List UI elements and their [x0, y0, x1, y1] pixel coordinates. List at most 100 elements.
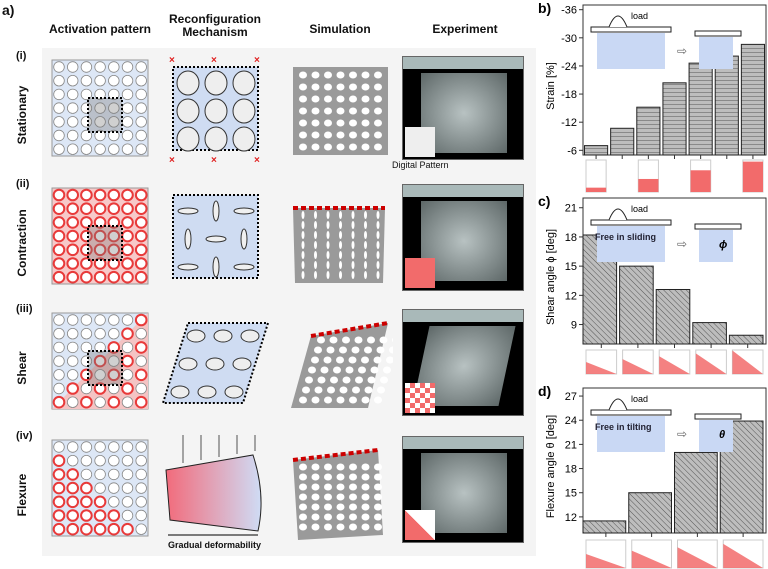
lattice-hole	[93, 202, 107, 216]
lattice-hole	[108, 314, 120, 326]
pore	[177, 263, 199, 271]
charts: b) -36 -30 -24 -18 -12 -6 Strain [%] load ⇨ c) 9 12 1…	[538, 0, 767, 569]
simulation-image	[291, 321, 393, 408]
lattice-hole	[80, 143, 93, 155]
gradual-deformability-label: Gradual deformability	[168, 540, 262, 550]
sim-hole	[351, 346, 360, 354]
bar	[674, 451, 718, 534]
arrow-icon: ⇨	[677, 237, 687, 251]
sim-hole	[351, 211, 355, 219]
lattice-hole	[67, 314, 79, 326]
sim-hole	[301, 231, 305, 239]
sim-hole	[299, 523, 307, 531]
inset-load-label: load	[631, 204, 648, 214]
sim-hole	[305, 376, 313, 384]
lattice-hole	[135, 102, 147, 114]
sim-hole	[336, 473, 345, 481]
sim-hole	[376, 241, 380, 249]
sim-hole	[374, 513, 382, 521]
pore	[212, 256, 220, 278]
lattice-hole	[94, 116, 106, 128]
sim-hole	[351, 221, 355, 229]
lattice-hole	[66, 229, 80, 243]
sim-hole	[361, 71, 370, 79]
inset-specimen	[597, 33, 665, 69]
sim-hole	[361, 95, 370, 103]
loading-plate	[403, 310, 523, 322]
sim-hole	[326, 346, 335, 354]
sim-hole	[339, 221, 342, 229]
lattice-hole	[134, 270, 148, 284]
pore	[212, 200, 220, 222]
reconfiguration-mechanism	[161, 322, 270, 404]
lattice-hole	[80, 243, 93, 257]
lattice-hole	[93, 188, 107, 202]
pore	[232, 357, 252, 371]
sim-hole	[339, 231, 342, 239]
lattice-hole	[67, 455, 79, 467]
row-name: Shear	[15, 351, 29, 385]
sim-hole	[374, 143, 382, 151]
sim-hole	[336, 71, 345, 79]
lattice-hole	[67, 129, 79, 142]
bar	[740, 43, 766, 156]
lattice-hole	[53, 355, 65, 367]
y-tick-label: 9	[571, 320, 577, 332]
bar	[619, 265, 654, 345]
panel-a-label: a)	[2, 2, 15, 18]
experiment-photo	[402, 309, 524, 416]
fixed-x-icon: ×	[211, 155, 217, 165]
lattice-hole	[94, 143, 106, 155]
fixed-x-icon: ×	[169, 55, 175, 66]
sim-hole	[352, 386, 360, 394]
specimen	[421, 201, 507, 281]
sim-hole	[299, 513, 307, 521]
lattice-hole	[53, 314, 65, 326]
lattice-hole	[93, 229, 107, 243]
sim-hole	[355, 376, 363, 384]
inset-deformed-specimen	[699, 230, 733, 262]
lattice-hole	[107, 188, 121, 202]
sim-hole	[374, 95, 382, 103]
digital-pattern-label: Digital Pattern	[392, 160, 449, 170]
lattice-hole	[93, 354, 107, 368]
lattice-hole	[108, 102, 120, 114]
sim-hole	[299, 493, 307, 501]
sim-hole	[336, 131, 345, 139]
pattern-fill	[690, 170, 711, 192]
sim-hole	[383, 366, 391, 374]
lattice-hole	[121, 382, 134, 395]
lattice-hole	[52, 243, 66, 257]
lattice-hole	[107, 229, 121, 243]
pore	[240, 228, 248, 250]
bar	[692, 322, 727, 345]
sim-hole	[326, 231, 330, 239]
sim-hole	[336, 513, 345, 521]
sim-hole	[326, 241, 330, 249]
lattice-hole	[80, 481, 93, 495]
sim-hole	[326, 261, 330, 269]
bar	[584, 145, 609, 156]
sim-hole	[376, 221, 380, 229]
lattice-hole	[94, 328, 106, 340]
lattice-hole	[80, 328, 93, 340]
lattice-hole	[121, 129, 134, 142]
sim-hole	[301, 261, 305, 269]
lattice-hole	[66, 243, 80, 257]
inset-plate	[590, 409, 672, 416]
y-tick-label: 21	[565, 203, 577, 215]
lattice-hole	[107, 202, 121, 216]
sim-hole	[361, 483, 370, 491]
lattice-hole	[134, 229, 148, 243]
lattice-hole	[80, 522, 93, 536]
lattice-hole	[53, 102, 65, 114]
lattice-hole	[121, 369, 134, 381]
lattice-hole	[80, 61, 93, 73]
sim-hole	[299, 119, 307, 127]
activation-pattern	[51, 59, 149, 157]
sim-hole	[374, 503, 382, 511]
lattice-hole	[94, 369, 106, 381]
lattice-hole	[121, 327, 134, 341]
digital-pattern-thumbnail	[405, 383, 435, 413]
sim-hole	[374, 71, 382, 79]
